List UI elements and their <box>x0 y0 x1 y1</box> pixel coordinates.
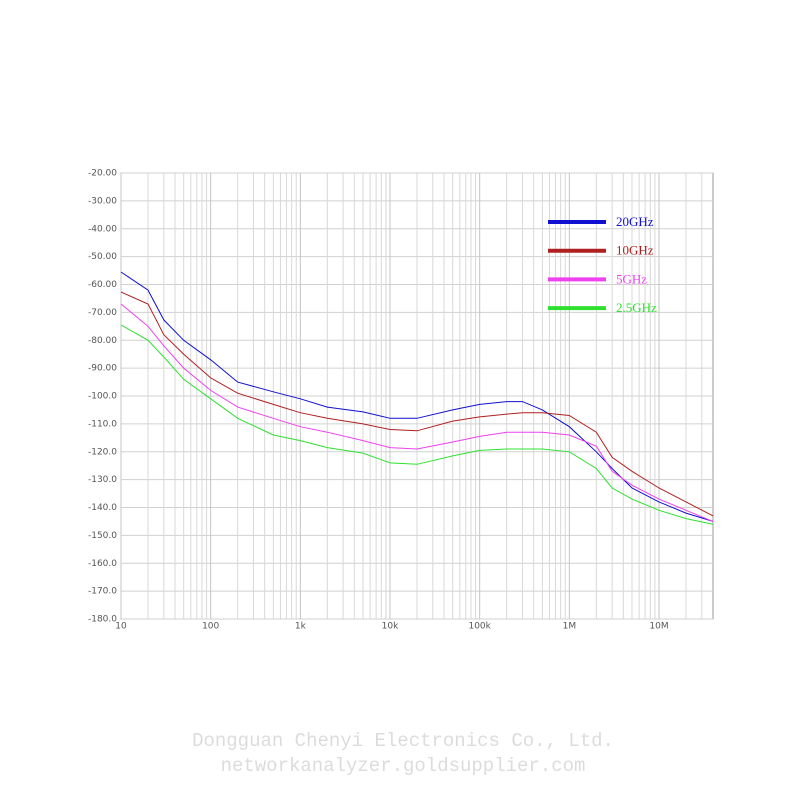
x-tick-label: 100 <box>202 622 219 632</box>
x-tick-label: 10k <box>382 622 399 632</box>
y-tick-label: -100.0 <box>88 392 117 402</box>
y-tick-label: -110.0 <box>88 419 117 429</box>
y-tick-label: -30.00 <box>88 196 117 206</box>
y-tick-label: -50.00 <box>88 252 117 262</box>
y-tick-label: -40.00 <box>88 224 117 234</box>
y-tick-label: -70.00 <box>88 308 117 318</box>
series-line <box>120 303 714 522</box>
legend: 20GHz 10GHz 5GHz 2.5GHz <box>548 214 657 315</box>
x-tick-label: 100k <box>468 622 491 632</box>
y-tick-label: -160.0 <box>88 559 117 569</box>
y-tick-label: -170.0 <box>88 587 117 597</box>
legend-label: 2.5GHz <box>616 300 657 315</box>
x-tick-label: 10M <box>649 622 668 632</box>
legend-label: 5GHz <box>616 271 647 286</box>
x-tick-label: 1k <box>295 622 307 632</box>
footer-company: Dongguan Chenyi Electronics Co., Ltd. <box>192 730 614 752</box>
series-lines <box>120 271 714 525</box>
series-line <box>120 324 714 525</box>
y-tick-label: -180.0 <box>88 615 117 625</box>
y-tick-label: -60.00 <box>88 280 117 290</box>
y-tick-label: -80.00 <box>88 336 117 346</box>
legend-label: 10GHz <box>616 243 654 258</box>
y-tick-label: -140.0 <box>88 503 117 513</box>
x-tick-label: 1M <box>563 622 577 632</box>
y-tick-label: -130.0 <box>88 475 117 485</box>
y-tick-label: -20.00 <box>88 169 117 179</box>
x-tick-label: 10 <box>115 622 127 632</box>
y-tick-label: -150.0 <box>88 531 117 541</box>
series-line <box>120 291 714 517</box>
y-tick-label: -120.0 <box>88 447 117 457</box>
y-tick-label: -90.00 <box>88 364 117 374</box>
legend-label: 20GHz <box>616 214 654 229</box>
series-line <box>120 271 714 522</box>
footer-website: networkanalyzer.goldsupplier.com <box>221 755 586 777</box>
